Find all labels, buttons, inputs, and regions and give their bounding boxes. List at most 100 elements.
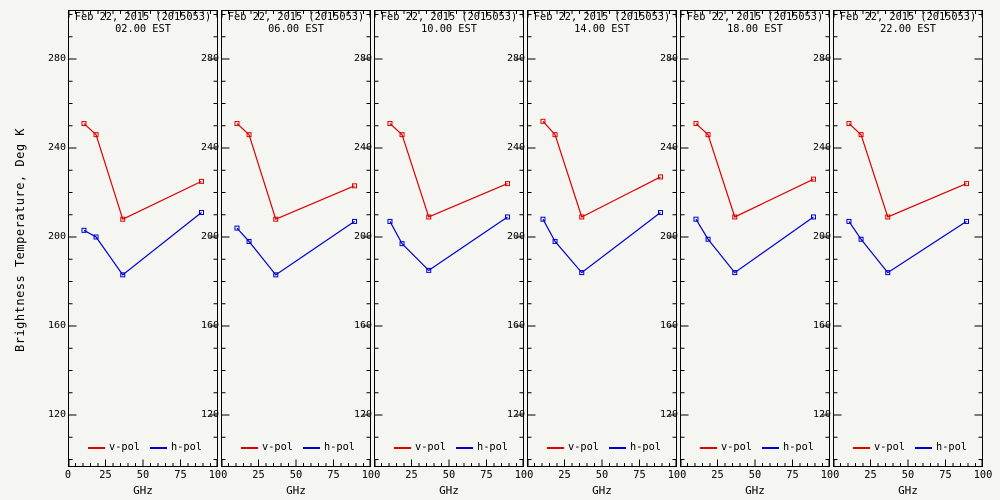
v-pol-marker <box>81 121 87 127</box>
h-pol-marker <box>858 236 864 242</box>
y-tick-label: 120 <box>812 409 831 420</box>
x-tick-label: 75 <box>786 469 799 481</box>
plot-area <box>221 10 371 467</box>
h-pol-line <box>236 220 355 276</box>
h-pol-legend-label: h-pol <box>630 441 661 453</box>
h-pol-marker <box>552 238 558 244</box>
plot-area <box>527 10 677 467</box>
y-tick-label: 200 <box>47 231 66 242</box>
x-tick-label: 25 <box>99 469 112 481</box>
v-pol-marker <box>246 132 252 138</box>
panel-title-date: Feb 22, 2015 (2015053) <box>74 11 212 23</box>
panel-title-date: Feb 22, 2015 (2015053) <box>533 11 671 23</box>
h-pol-line <box>389 216 508 272</box>
x-tick-label: 75 <box>480 469 493 481</box>
h-pol-legend-line <box>303 447 320 449</box>
panel-title-time: 02.00 EST <box>115 22 171 35</box>
legend: v-pol h-pol <box>221 440 371 456</box>
h-pol-marker <box>93 234 99 240</box>
y-tick-label: 280 <box>47 53 66 64</box>
v-pol-marker <box>234 121 240 127</box>
y-tick-label: 240 <box>812 142 831 153</box>
v-pol-marker <box>658 174 663 180</box>
plot-area <box>374 10 524 467</box>
x-tick-label: 50 <box>901 469 915 481</box>
x-tick-label: 25 <box>711 469 724 481</box>
v-pol-line <box>848 123 967 218</box>
h-pol-legend-line <box>456 447 473 449</box>
v-pol-marker <box>93 132 99 138</box>
h-pol-legend-line <box>915 447 932 449</box>
x-tick-label: 100 <box>667 469 687 481</box>
x-tick-label: 0 <box>64 469 72 481</box>
x-tick-label: 100 <box>514 469 534 481</box>
h-pol-legend-label: h-pol <box>324 441 355 453</box>
x-tick-label: 25 <box>864 469 877 481</box>
h-pol-legend-line <box>150 447 167 449</box>
y-tick-label: 160 <box>200 320 219 331</box>
panel-1400-est: Feb 22, 2015 (2015053) 14.00 EST v-pol h… <box>507 10 686 497</box>
axis-ticks <box>680 10 830 467</box>
legend: v-pol h-pol <box>527 440 677 456</box>
x-tick-label: 75 <box>174 469 187 481</box>
v-pol-marker <box>811 176 816 182</box>
x-tick-label: 50 <box>442 469 456 481</box>
v-pol-marker <box>387 121 393 127</box>
x-tick-label: 50 <box>748 469 762 481</box>
legend: v-pol h-pol <box>680 440 830 456</box>
y-tick-label: 160 <box>47 320 66 331</box>
axis-ticks <box>221 10 371 467</box>
h-pol-line <box>542 212 661 274</box>
y-tick-label: 200 <box>200 231 219 242</box>
y-tick-label: 200 <box>812 231 831 242</box>
v-pol-line <box>83 123 202 221</box>
panel-title: Feb 22, 2015 (2015053) 06.00 EST <box>217 11 375 35</box>
y-tick-label: 280 <box>353 53 372 64</box>
plot-area <box>680 10 830 467</box>
h-pol-legend-label: h-pol <box>171 441 202 453</box>
x-tick-label: 100 <box>208 469 228 481</box>
y-tick-label: 120 <box>659 409 678 420</box>
panel-title: Feb 22, 2015 (2015053) 22.00 EST <box>829 11 987 35</box>
axis-ticks <box>527 10 677 467</box>
v-pol-marker <box>885 214 891 220</box>
v-pol-legend-label: v-pol <box>568 441 599 453</box>
panel-title: Feb 22, 2015 (2015053) 02.00 EST <box>64 11 222 35</box>
x-axis-title: GHz <box>592 484 612 497</box>
v-pol-legend-line <box>547 447 564 449</box>
h-pol-marker <box>705 236 711 242</box>
plot-area <box>68 10 218 467</box>
y-tick-label: 160 <box>659 320 678 331</box>
y-tick-label: 120 <box>200 409 219 420</box>
h-pol-marker <box>693 216 699 222</box>
y-tick-label: 160 <box>812 320 831 331</box>
v-pol-marker <box>120 216 126 222</box>
v-pol-marker <box>505 181 510 187</box>
h-pol-marker <box>732 270 738 276</box>
x-axis-title: GHz <box>286 484 306 497</box>
panel-1800-est: Feb 22, 2015 (2015053) 18.00 EST v-pol h… <box>660 10 839 497</box>
v-pol-marker <box>705 132 711 138</box>
v-pol-legend-label: v-pol <box>109 441 140 453</box>
x-tick-label: 25 <box>252 469 265 481</box>
h-pol-marker <box>964 218 969 224</box>
h-pol-legend-line <box>762 447 779 449</box>
h-pol-marker <box>811 214 816 220</box>
h-pol-marker <box>579 270 585 276</box>
v-pol-line <box>542 120 661 218</box>
v-pol-marker <box>846 121 852 127</box>
axis-ticks <box>374 10 524 467</box>
panel-1000-est: Feb 22, 2015 (2015053) 10.00 EST v-pol h… <box>354 10 533 497</box>
y-axis-title: Brightness Temperature, Deg K <box>13 127 27 353</box>
y-tick-label: 200 <box>659 231 678 242</box>
h-pol-legend-label: h-pol <box>477 441 508 453</box>
v-pol-marker <box>552 132 558 138</box>
panel-2200-est: Feb 22, 2015 (2015053) 22.00 EST v-pol h… <box>813 10 992 497</box>
y-tick-label: 240 <box>506 142 525 153</box>
axis-box <box>833 10 983 467</box>
h-pol-marker <box>81 227 87 233</box>
v-pol-legend-label: v-pol <box>874 441 905 453</box>
x-tick-label: 25 <box>558 469 571 481</box>
v-pol-legend-label: v-pol <box>262 441 293 453</box>
panel-0200-est: Feb 22, 2015 (2015053) 02.00 EST v-pol h… <box>48 10 227 497</box>
